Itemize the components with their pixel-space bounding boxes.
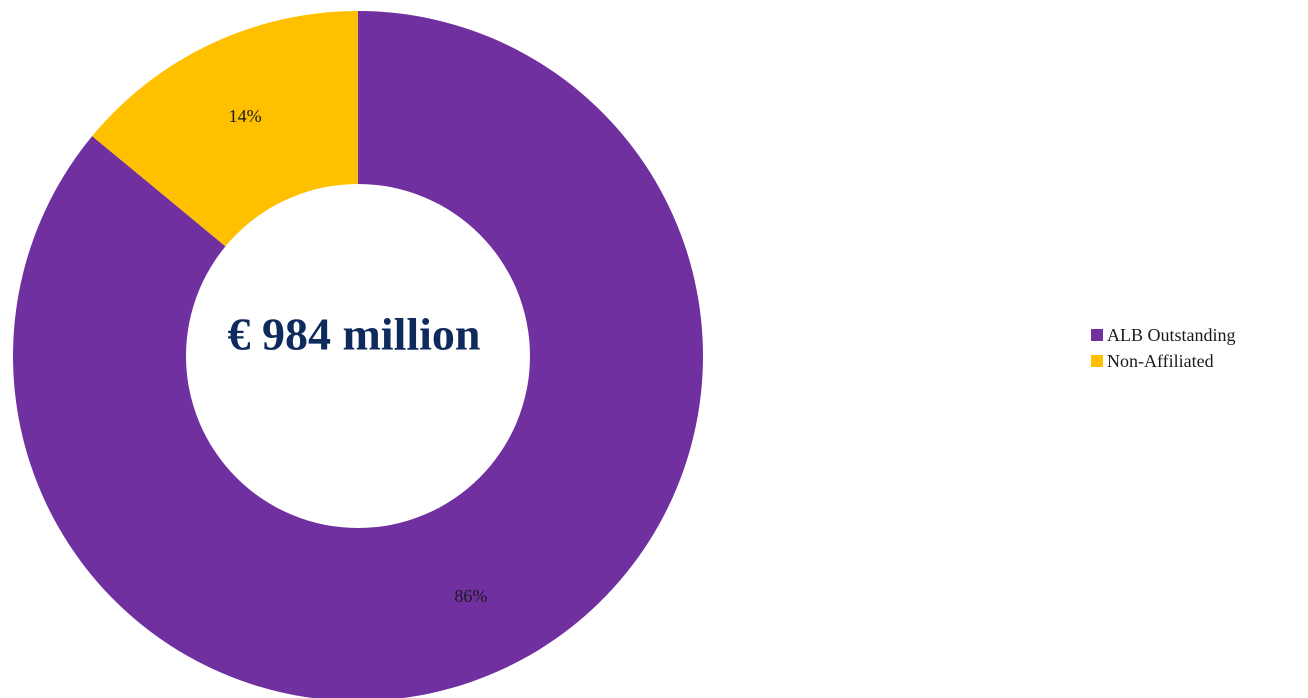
legend-item-non-affiliated: Non-Affiliated (1091, 348, 1236, 374)
legend-item-alb-outstanding: ALB Outstanding (1091, 322, 1236, 348)
center-total-label: € 984 million (227, 309, 480, 360)
slice-value-label: 86% (454, 586, 487, 606)
donut-hole (186, 184, 530, 528)
slice-value-label: 14% (229, 106, 262, 126)
legend: ALB Outstanding Non-Affiliated (1091, 322, 1236, 374)
legend-label: Non-Affiliated (1107, 350, 1214, 371)
legend-swatch-non-affiliated (1091, 355, 1103, 367)
legend-label: ALB Outstanding (1107, 324, 1236, 345)
slice-labels: 86% 14% (229, 106, 488, 606)
legend-swatch-alb-outstanding (1091, 329, 1103, 341)
